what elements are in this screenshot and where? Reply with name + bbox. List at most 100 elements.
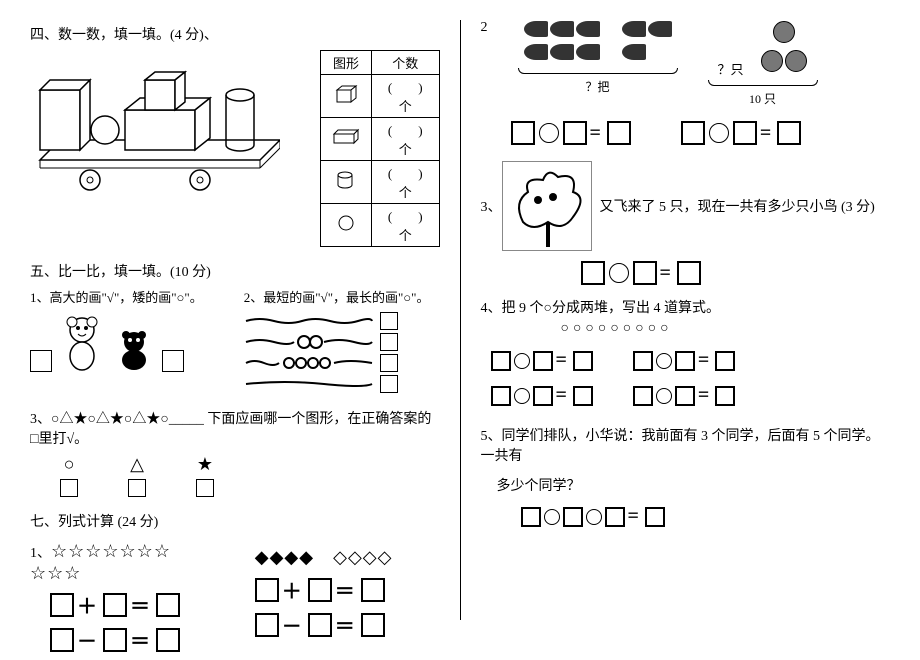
op-circle[interactable] <box>544 509 560 525</box>
th-count: 个数 <box>372 51 440 75</box>
op-circle[interactable] <box>514 353 530 369</box>
rope-3 <box>244 355 374 371</box>
q7-title: 七、列式计算 (24 分) <box>30 511 440 531</box>
q5-title: 五、比一比，填一填。(10 分) <box>30 261 440 281</box>
equals-op: ＝ <box>130 631 153 653</box>
answer-box[interactable] <box>380 312 398 330</box>
equals-op: = <box>590 122 604 144</box>
faces-group <box>760 20 808 78</box>
rq4-text: 4、把 9 个○分成两堆，写出 4 道算式。 <box>481 297 891 317</box>
plus-op: ＋ <box>77 596 100 618</box>
eq-box[interactable] <box>491 351 511 371</box>
rope-2 <box>244 334 374 350</box>
eq-box[interactable] <box>633 386 653 406</box>
eq-box[interactable] <box>677 261 701 285</box>
eq-box[interactable] <box>361 613 385 637</box>
op-circle[interactable] <box>586 509 602 525</box>
tree-image <box>502 161 592 251</box>
eq-box[interactable] <box>50 628 74 652</box>
answer-box[interactable] <box>196 479 214 497</box>
stars-row: ☆☆☆☆☆☆☆ ☆☆☆ <box>30 541 190 583</box>
eq-box[interactable] <box>777 121 801 145</box>
eq-box[interactable] <box>308 578 332 602</box>
bear-figure <box>112 328 156 372</box>
eq-box[interactable] <box>645 507 665 527</box>
answer-box[interactable] <box>60 479 78 497</box>
answer-box[interactable] <box>162 350 184 372</box>
column-divider <box>460 20 461 620</box>
eq-box[interactable] <box>156 593 180 617</box>
eq-box[interactable] <box>581 261 605 285</box>
op-circle[interactable] <box>609 263 629 283</box>
eq-box[interactable] <box>563 121 587 145</box>
eq-box[interactable] <box>491 386 511 406</box>
eq-box[interactable] <box>633 261 657 285</box>
answer-box[interactable] <box>380 333 398 351</box>
minus-op: － <box>77 631 100 653</box>
plus-op: ＋ <box>282 581 305 603</box>
eq-box[interactable] <box>681 121 705 145</box>
diamonds-row: ◆◆◆◆ ◇◇◇◇ <box>255 543 440 569</box>
equals-op: = <box>556 384 570 406</box>
answer-box[interactable] <box>380 354 398 372</box>
ask-qmark: ？只 <box>717 59 743 78</box>
q53-text: 3、○△★○△★○△★○_____ 下面应画哪一个图形，在正确答案的□里打√。 <box>30 408 440 448</box>
eq-box[interactable] <box>607 121 631 145</box>
answer-box[interactable] <box>380 375 398 393</box>
eq-box[interactable] <box>733 121 757 145</box>
eq-box[interactable] <box>533 351 553 371</box>
minus-op: － <box>282 616 305 638</box>
equals-op: = <box>760 122 774 144</box>
eq-box[interactable] <box>533 386 553 406</box>
eq-box[interactable] <box>573 386 593 406</box>
option-circle: ○ <box>60 454 78 475</box>
table-row: ( ) 个 <box>321 75 440 118</box>
rq5-text: 5、同学们排队，小华说：我前面有 3 个同学，后面有 5 个同学。一共有 <box>481 425 891 465</box>
rope-4 <box>244 378 374 390</box>
answer-box[interactable] <box>128 479 146 497</box>
op-circle[interactable] <box>539 123 559 143</box>
eq-box[interactable] <box>715 386 735 406</box>
eq-box[interactable] <box>573 351 593 371</box>
equals-op: = <box>556 349 570 371</box>
th-shape: 图形 <box>321 51 372 75</box>
op-circle[interactable] <box>514 388 530 404</box>
equals-op: ＝ <box>335 581 358 603</box>
eq-box[interactable] <box>563 507 583 527</box>
rq5-text2: 多少个同学？ <box>497 475 891 495</box>
q4-title: 四、数一数，填一填。(4 分)、 <box>30 24 440 44</box>
ask-how-many: ？把 <box>585 78 609 95</box>
op-circle[interactable] <box>656 388 672 404</box>
equals-op: = <box>698 384 712 406</box>
eq-box[interactable] <box>675 386 695 406</box>
q3-text: 又飞来了 5 只，现在一共有多少只小鸟 (3 分) <box>600 196 875 216</box>
equals-op: ＝ <box>335 616 358 638</box>
q2-label: 2 <box>481 20 488 36</box>
eq-box[interactable] <box>255 578 279 602</box>
eq-box[interactable] <box>715 351 735 371</box>
equals-op: = <box>698 349 712 371</box>
eq-box[interactable] <box>675 351 695 371</box>
eq-box[interactable] <box>103 628 127 652</box>
op-circle[interactable] <box>709 123 729 143</box>
q5-p1: 1、高大的画"√"，矮的画"○"。 <box>30 287 226 306</box>
table-row: ( ) 个 <box>321 204 440 247</box>
tiger-figure <box>58 314 106 372</box>
ten-label: 10 只 <box>749 90 776 107</box>
eq-box[interactable] <box>50 593 74 617</box>
op-circle[interactable] <box>656 353 672 369</box>
eq-box[interactable] <box>633 351 653 371</box>
eq-box[interactable] <box>308 613 332 637</box>
q3-label: 3、 <box>481 196 502 216</box>
eq-box[interactable] <box>511 121 535 145</box>
eq-box[interactable] <box>605 507 625 527</box>
eq-box[interactable] <box>255 613 279 637</box>
eq-box[interactable] <box>521 507 541 527</box>
eq-box[interactable] <box>361 578 385 602</box>
eq-box[interactable] <box>103 593 127 617</box>
nine-circles: ○○○○○○○○○ <box>561 321 891 337</box>
equals-op: = <box>660 262 674 284</box>
answer-box[interactable] <box>30 350 52 372</box>
eq-box[interactable] <box>156 628 180 652</box>
rope-1 <box>244 315 374 327</box>
